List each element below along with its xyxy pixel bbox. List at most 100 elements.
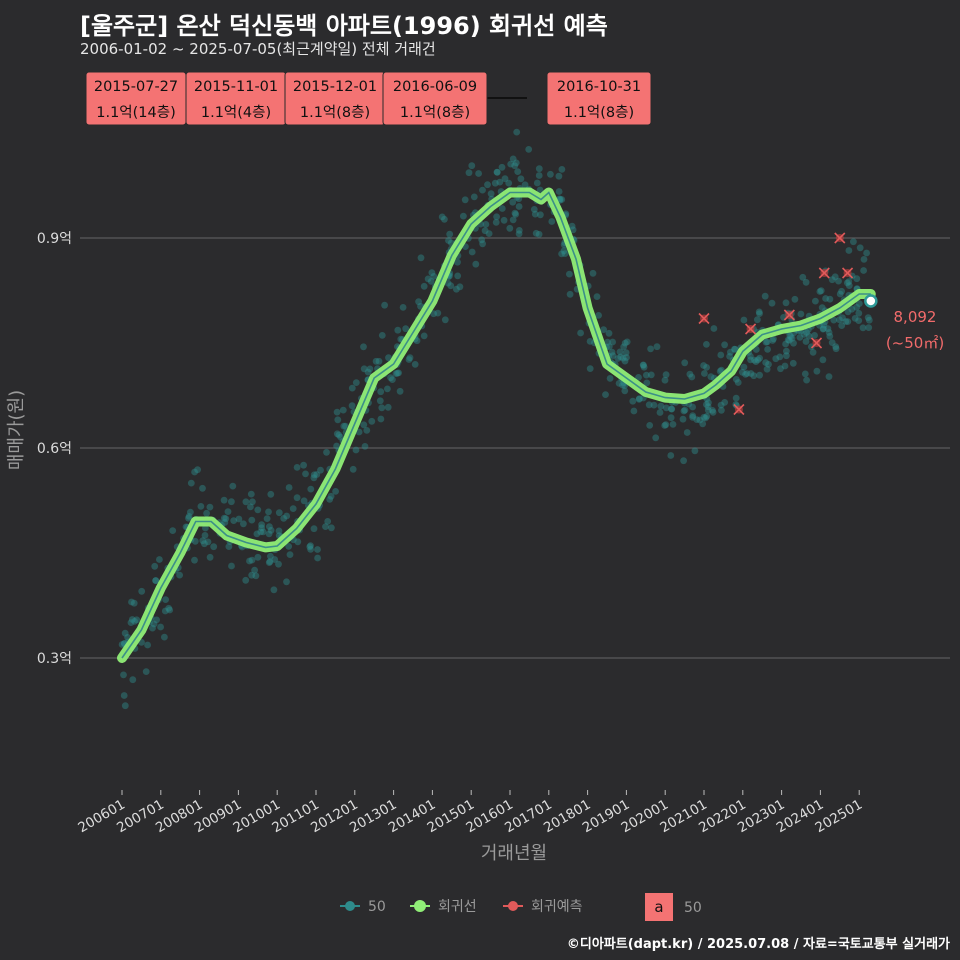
scatter-point — [604, 338, 611, 346]
scatter-point — [781, 362, 789, 370]
scatter-point — [825, 373, 833, 380]
scatter-point — [307, 546, 314, 553]
scatter-point — [820, 325, 827, 332]
scatter-point — [222, 515, 230, 523]
scatter-point — [845, 247, 853, 254]
scatter-point — [487, 190, 495, 198]
scatter-point — [547, 170, 554, 178]
annotation-price: 1.1억(8층) — [400, 104, 470, 121]
scatter-point — [265, 508, 272, 516]
scatter-point — [257, 528, 265, 536]
scatter-point — [417, 254, 425, 262]
scatter-point — [680, 457, 687, 465]
annotation-price: 1.1억(4층) — [201, 104, 271, 121]
scatter-point — [647, 345, 654, 353]
scatter-point — [640, 361, 647, 369]
scatter-point — [532, 229, 540, 237]
scatter-point — [844, 318, 852, 325]
last-value-label: 8,092 — [894, 308, 937, 326]
last-area-label: (~50㎡) — [886, 334, 944, 352]
scatter-point — [157, 623, 165, 631]
scatter-point — [360, 343, 367, 351]
scatter-point — [555, 188, 563, 195]
prediction-point — [698, 312, 710, 325]
scatter-point — [710, 325, 718, 332]
legend-label: 회귀예측 — [531, 899, 583, 915]
scatter-point — [220, 496, 228, 504]
scatter-point — [533, 179, 541, 187]
scatter-point — [521, 181, 529, 189]
scatter-point — [851, 315, 859, 322]
scatter-point — [595, 312, 602, 319]
scatter-point — [762, 359, 770, 366]
scatter-point — [151, 562, 159, 570]
scatter-point — [589, 269, 597, 277]
scatter-point — [360, 421, 368, 429]
scatter-point — [691, 447, 699, 455]
scatter-point — [333, 430, 341, 438]
scatter-point — [727, 348, 734, 356]
scatter-point — [799, 273, 807, 281]
scatter-point — [441, 316, 449, 324]
scatter-point — [206, 553, 214, 561]
scatter-point — [283, 512, 291, 520]
scatter-point — [511, 209, 519, 217]
scatter-point — [662, 421, 670, 429]
scatter-point — [513, 128, 521, 136]
scatter-point — [568, 222, 576, 230]
scatter-point — [732, 394, 740, 402]
scatter-point — [387, 374, 394, 382]
scatter-point — [754, 316, 761, 324]
scatter-point — [248, 556, 256, 564]
scatter-point — [120, 671, 127, 679]
scatter-point — [275, 560, 282, 568]
scatter-point — [669, 421, 677, 428]
scatter-point — [782, 340, 789, 348]
annotation-price: 1.1억(8층) — [564, 104, 634, 121]
scatter-point — [796, 334, 804, 341]
scatter-point — [853, 303, 861, 311]
scatter-point — [688, 373, 696, 381]
scatter-point — [822, 295, 829, 302]
y-tick-label: 0.9억 — [37, 231, 72, 247]
scatter-point — [267, 552, 274, 560]
scatter-point — [505, 179, 513, 187]
scatter-point — [831, 273, 839, 281]
scatter-point — [430, 310, 437, 318]
prediction-x — [783, 309, 795, 321]
scatter-point — [531, 210, 539, 218]
scatter-point — [229, 482, 237, 490]
scatter-point — [643, 379, 651, 387]
scatter-point — [165, 604, 173, 612]
scatter-point — [206, 503, 214, 511]
scatter-point — [828, 276, 836, 284]
scatter-point — [254, 553, 262, 561]
footer-credit: ©디아파트(dapt.kr) / 2025.07.08 / 자료=국토교통부 실… — [566, 937, 950, 952]
scatter-point — [661, 376, 669, 384]
scatter-point — [828, 339, 836, 346]
scatter-point — [721, 399, 729, 406]
scatter-point — [652, 434, 660, 442]
scatter-point — [812, 297, 819, 305]
scatter-point — [461, 196, 469, 204]
scatter-point — [801, 370, 809, 378]
scatter-point — [324, 518, 332, 525]
scatter-point — [787, 333, 795, 341]
scatter-point — [210, 543, 218, 551]
y-tick-label: 0.6억 — [37, 441, 72, 457]
scatter-point — [750, 372, 758, 380]
scatter-point — [859, 324, 867, 332]
scatter-point — [199, 484, 206, 492]
scatter-point — [683, 429, 691, 436]
scatter-point — [402, 325, 410, 333]
scatter-point — [352, 446, 360, 454]
scatter-point — [509, 216, 517, 224]
scatter-point — [860, 267, 867, 274]
scatter-point — [204, 538, 212, 546]
scatter-point — [265, 530, 273, 538]
scatter-point — [247, 490, 255, 498]
scatter-point — [185, 513, 193, 520]
scatter-point — [703, 413, 711, 420]
scatter-point — [832, 345, 840, 353]
scatter-point — [335, 431, 343, 439]
